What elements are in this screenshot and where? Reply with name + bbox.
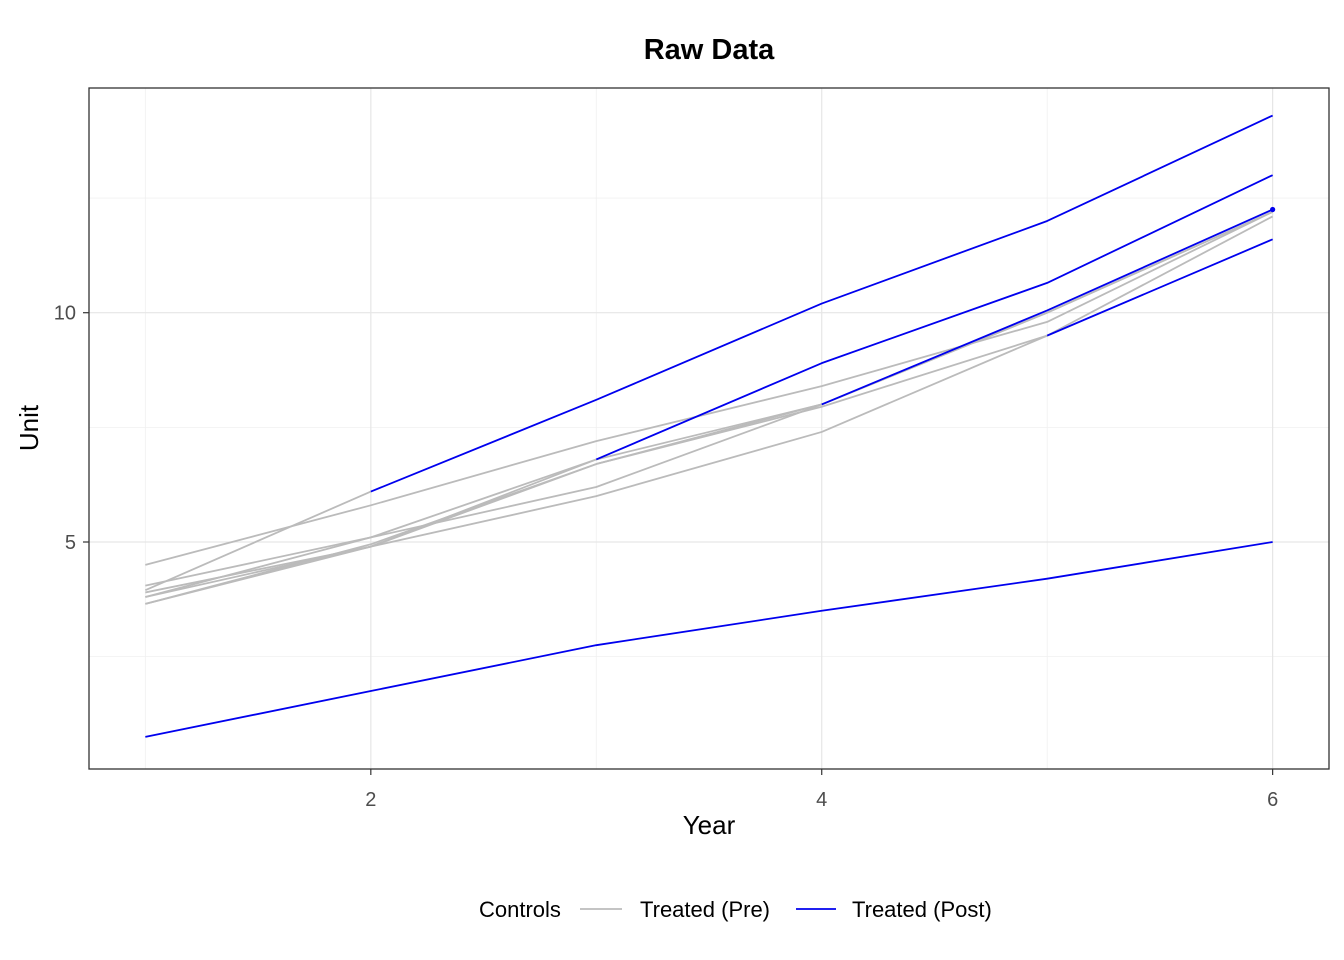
x-tick-label-1: 4 [816,789,827,811]
legend: Controls Treated (Pre) Treated (Post) [479,897,992,922]
legend-label-treated-post: Treated (Post) [852,897,992,922]
series-line-9 [821,208,1274,406]
series-line-4 [144,490,372,591]
series-line-2 [145,210,1274,598]
series-layer [144,114,1276,738]
series-line-8 [145,403,822,598]
data-point-0 [1270,206,1276,213]
series-line-0 [145,211,1274,566]
grid [89,88,1329,769]
x-tick-label-0: 2 [365,789,376,811]
y-tick-label-1: 10 [54,303,76,325]
series-line-7 [595,174,1274,461]
x-axis-title: Year [683,810,736,840]
y-tick-label-0: 5 [65,532,76,554]
series-line-6 [145,458,597,587]
series-line-5 [370,114,1274,493]
series-line-11 [1046,238,1273,337]
y-axis-title: Unit [14,404,44,451]
panel-border [88,87,1330,770]
series-line-1 [145,215,1274,594]
series-line-10 [145,334,1048,605]
series-line-3 [145,210,1274,605]
axis-ticks: 2 4 6 5 10 [54,303,1278,811]
legend-label-controls: Controls [479,897,561,922]
chart-title: Raw Data [644,34,775,66]
legend-label-treated-pre: Treated (Pre) [640,897,770,922]
series-line-12 [145,541,1273,738]
x-tick-label-2: 6 [1267,789,1278,811]
